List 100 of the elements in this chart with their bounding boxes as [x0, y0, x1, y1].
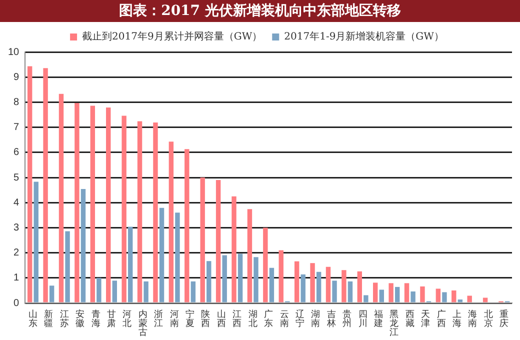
bar: [332, 280, 337, 302]
bar: [74, 102, 80, 302]
bar: [410, 291, 416, 302]
x-tick-label: 广西: [436, 308, 446, 328]
x-tick-label: 辽宁: [295, 308, 304, 328]
bar: [294, 261, 300, 302]
bar: [373, 282, 378, 302]
x-tick-label: 吉林: [326, 308, 336, 328]
bar: [247, 209, 252, 302]
bar: [137, 121, 142, 302]
y-tick-label: 0: [14, 298, 20, 309]
bar: [80, 189, 86, 302]
x-tick-label: 安徽: [76, 308, 85, 328]
x-tick-label: 上海: [452, 308, 462, 328]
y-tick-label: 2: [14, 248, 20, 259]
bar: [348, 281, 353, 302]
bar: [263, 228, 268, 302]
bar: [436, 288, 441, 302]
bar: [458, 299, 463, 302]
bar: [357, 271, 362, 302]
bar: [222, 255, 227, 302]
x-tick-label: 青海: [91, 308, 100, 328]
bar: [159, 208, 164, 302]
bar: [216, 180, 221, 302]
bar: [300, 274, 306, 302]
bar: [106, 107, 111, 302]
x-tick-label: 重庆: [500, 308, 509, 328]
y-tick-label: 8: [14, 96, 20, 108]
bar: [65, 231, 70, 302]
bar: [27, 66, 32, 302]
x-tick-label: 贵州: [342, 308, 352, 328]
y-tick-label: 10: [8, 46, 20, 58]
bar: [184, 149, 190, 302]
bar: [394, 286, 400, 302]
y-tick-label: 5: [14, 172, 20, 184]
x-tick-label: 河南: [170, 308, 179, 328]
bar: [238, 254, 243, 302]
x-tick-label: 新疆: [44, 308, 54, 328]
x-tick-label: 湖南: [311, 308, 320, 328]
bar: [144, 281, 148, 302]
x-tick-label: 北京: [484, 308, 493, 328]
y-tick-label: 1: [14, 272, 20, 284]
x-tick-label: 山西: [216, 308, 226, 328]
x-tick-label: 江西: [232, 308, 242, 328]
bar: [112, 280, 117, 302]
bar: [232, 196, 236, 302]
bar: [404, 283, 410, 302]
y-tick-label: 3: [14, 222, 20, 234]
bar: [467, 296, 472, 302]
x-tick-label: 西藏: [405, 308, 414, 328]
bar: [278, 250, 284, 302]
x-tick-label: 山东: [28, 308, 38, 328]
bar: [388, 283, 394, 302]
x-tick-label: 甘肃: [107, 308, 116, 328]
bar: [128, 226, 133, 302]
bar: [206, 261, 212, 302]
bar: [96, 278, 102, 302]
bar: [310, 263, 315, 302]
legend-label: 2017年1-9月新增装机容量（GW）: [284, 30, 444, 43]
x-tick-label: 江苏: [60, 308, 69, 328]
bar: [34, 182, 38, 302]
y-tick-label: 6: [14, 147, 20, 158]
x-tick-label: 浙江: [154, 308, 164, 328]
bar: [452, 290, 456, 302]
bar: [269, 268, 274, 302]
x-tick-label: 陕西: [201, 308, 210, 328]
bar: [49, 286, 54, 302]
x-tick-label: 黑龙江: [390, 308, 399, 337]
bar: [254, 257, 258, 302]
bar: [43, 68, 48, 302]
bar: [379, 290, 384, 302]
x-tick-label: 福建: [373, 308, 383, 328]
legend-label: 截止到2017年9月累计并网容量（GW）: [82, 30, 262, 43]
x-tick-label: 广东: [264, 308, 274, 328]
bar: [442, 292, 447, 302]
y-tick-label: 4: [14, 197, 20, 208]
bar: [420, 286, 425, 302]
x-tick-label: 宁夏: [186, 308, 195, 328]
x-tick-label: 内蒙古: [138, 308, 148, 337]
x-tick-label: 湖北: [248, 308, 258, 328]
x-tick-label: 天津: [421, 308, 430, 328]
bar: [190, 281, 196, 302]
x-tick-label: 四川: [358, 308, 368, 328]
bar: [482, 298, 488, 302]
bar: [200, 178, 205, 302]
bar: [122, 116, 126, 302]
bar: [58, 94, 64, 302]
bar: [153, 122, 158, 302]
bar: [326, 266, 331, 302]
bar: [90, 106, 96, 302]
bar: [175, 212, 180, 302]
bar: [364, 295, 368, 302]
y-tick-label: 7: [14, 122, 20, 134]
bar: [342, 270, 346, 302]
bar: [168, 142, 174, 302]
bar: [316, 272, 322, 302]
x-tick-label: 海南: [468, 308, 478, 328]
x-tick-label: 云南: [280, 308, 289, 328]
y-tick-label: 9: [14, 72, 20, 83]
chart-title: 图表：2017 光伏新增装机向中东部地区转移: [0, 0, 520, 22]
